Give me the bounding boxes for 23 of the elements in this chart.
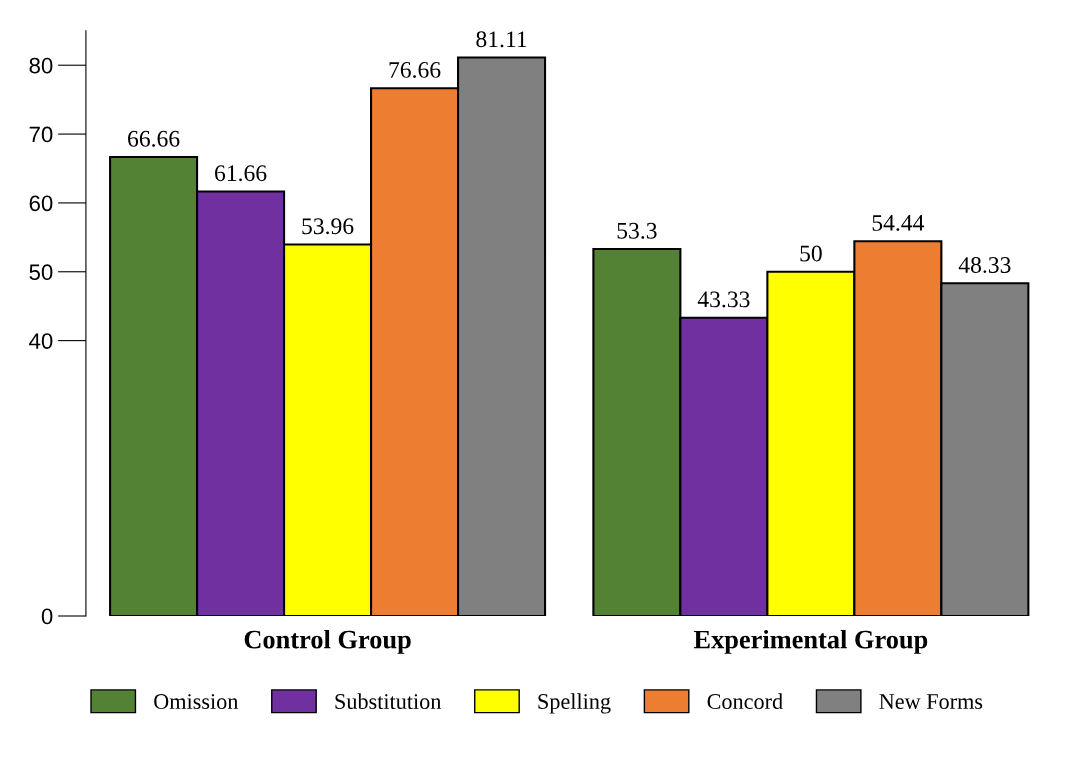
y-tick-label: 60 — [29, 195, 53, 212]
data-label: 54.44 — [872, 215, 925, 231]
legend-label: Substitution — [335, 693, 442, 710]
data-label: 53.3 — [617, 222, 657, 239]
legend-label: Concord — [707, 693, 783, 710]
data-label: 76.66 — [389, 62, 441, 78]
x-tick-label: Experimental Group — [693, 629, 928, 654]
data-label: 66.66 — [128, 130, 180, 147]
y-tick-label: 80 — [29, 57, 53, 74]
data-label: 61.66 — [215, 165, 267, 182]
x-tick-label: Control Group — [244, 629, 411, 654]
legend-label: Spelling — [538, 693, 611, 714]
y-tick-label: 50 — [29, 264, 53, 281]
y-tick-label: 70 — [29, 126, 53, 143]
data-label: 81.11 — [476, 31, 527, 48]
y-tick-label: 0 — [41, 608, 53, 625]
data-label: 53.96 — [302, 218, 354, 235]
data-label: 43.33 — [697, 291, 750, 308]
data-label: 48.33 — [958, 256, 1011, 274]
data-label: 50 — [800, 245, 822, 262]
legend-label: Omission — [154, 694, 239, 710]
y-tick-label: 40 — [29, 333, 53, 349]
legend-label: New Forms — [879, 694, 983, 710]
